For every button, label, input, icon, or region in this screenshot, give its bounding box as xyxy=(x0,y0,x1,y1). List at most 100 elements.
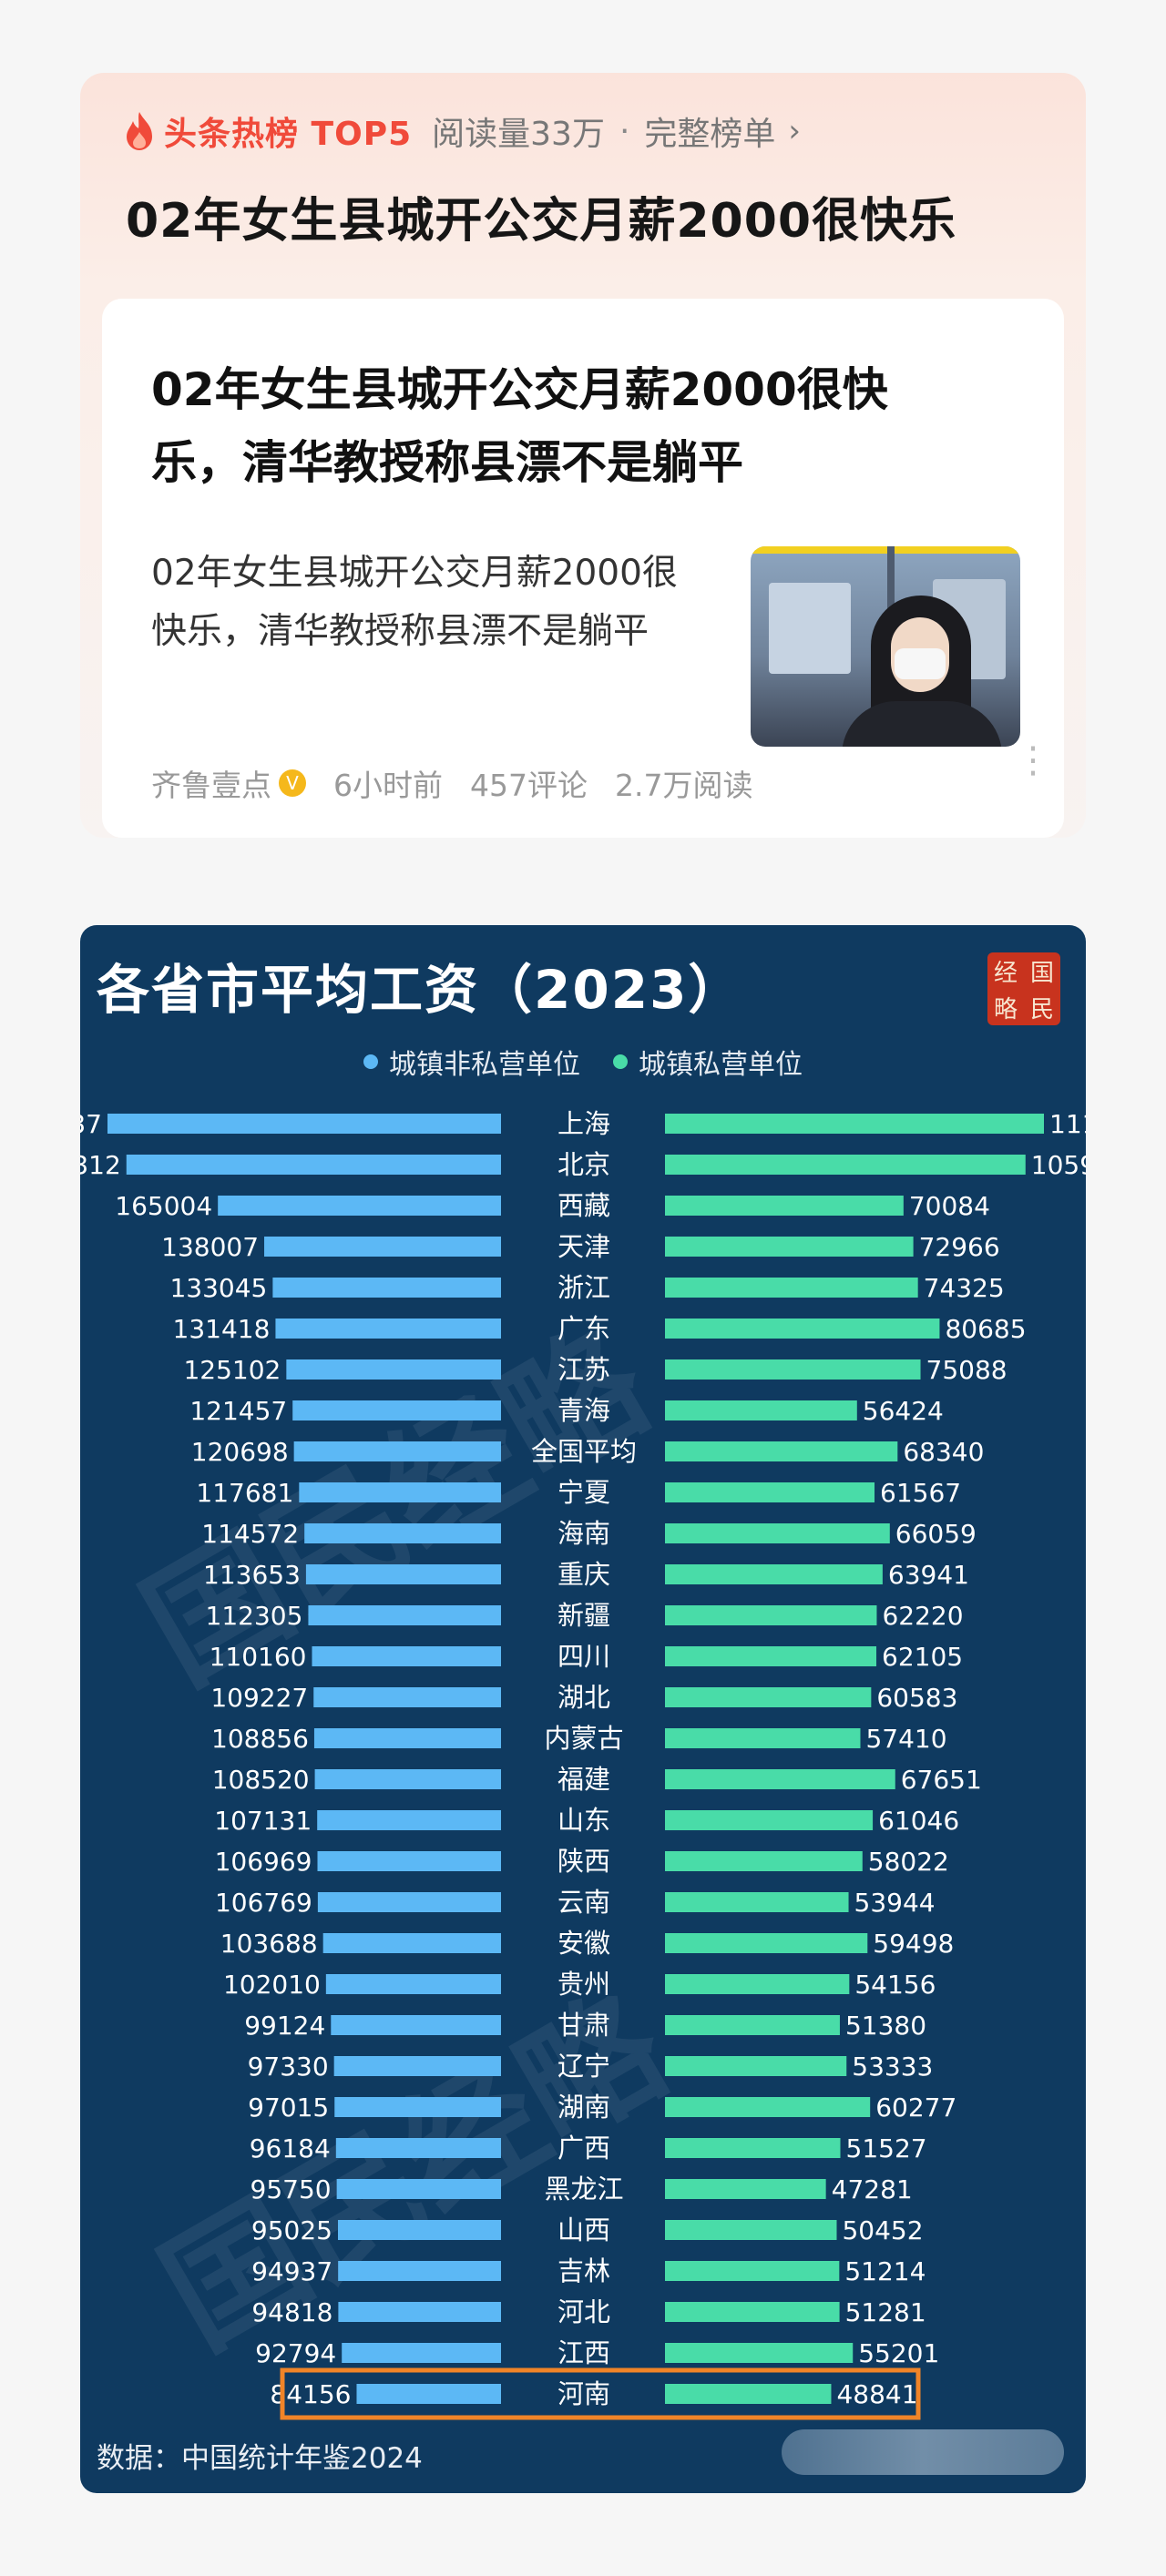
bar-private xyxy=(665,1933,868,1953)
highlight-box xyxy=(280,2367,921,2420)
bar-public xyxy=(293,1441,501,1461)
data-label-public: 95750 xyxy=(251,2174,332,2204)
category-label: 上海 xyxy=(557,1108,610,1139)
category-label: 云南 xyxy=(557,1887,610,1918)
category-label: 贵州 xyxy=(557,1969,610,2000)
separator-dot: · xyxy=(619,112,630,150)
bar-private xyxy=(665,1114,1044,1134)
data-label-private: 111347 xyxy=(1049,1109,1086,1139)
bar-private xyxy=(665,1237,914,1257)
hot-list-header: 头条热榜 TOP5 阅读量33万 · 完整榜单 › xyxy=(124,106,801,157)
category-label: 河北 xyxy=(557,2296,610,2327)
data-label-public: 120698 xyxy=(191,1437,289,1467)
data-label-public: 103688 xyxy=(220,1929,318,1959)
bar-private xyxy=(665,1769,895,1789)
bar-private xyxy=(665,2097,871,2117)
data-label-public: 218312 xyxy=(80,1150,121,1180)
category-label: 浙江 xyxy=(557,1272,610,1303)
bar-private xyxy=(665,2343,854,2363)
category-label: 辽宁 xyxy=(557,2051,610,2082)
chevron-right-icon[interactable]: › xyxy=(788,113,802,149)
bar-public xyxy=(313,1728,501,1748)
legend-label-public: 城镇非私营单位 xyxy=(389,1049,580,1081)
bar-private xyxy=(665,1646,877,1666)
hot-list-card[interactable]: 头条热榜 TOP5 阅读量33万 · 完整榜单 › 02年女生县城开公交月薪20… xyxy=(80,73,1086,838)
data-label-private: 50452 xyxy=(842,2215,923,2245)
data-label-private: 72966 xyxy=(919,1232,1000,1262)
comment-count: 457评论 xyxy=(470,768,588,803)
article-title[interactable]: 02年女生县城开公交月薪2000很快乐，清华教授称县漂不是躺平 xyxy=(151,363,888,489)
data-label-private: 47281 xyxy=(832,2174,913,2204)
seal-char: 民 xyxy=(1029,995,1054,1023)
article-time: 6小时前 xyxy=(333,768,443,803)
bar-private xyxy=(665,1523,890,1543)
data-label-public: 108856 xyxy=(211,1724,309,1754)
bar-private xyxy=(665,1810,874,1830)
bar-public xyxy=(292,1400,501,1420)
data-label-public: 165004 xyxy=(115,1191,212,1221)
data-label-private: 61046 xyxy=(878,1806,959,1836)
bar-public xyxy=(299,1482,501,1502)
bar-public xyxy=(338,2302,501,2322)
hot-topic-title[interactable]: 02年女生县城开公交月薪2000很快乐 xyxy=(126,194,957,249)
data-label-public: 109227 xyxy=(210,1683,308,1713)
bar-private xyxy=(665,1892,849,1912)
seal-char: 略 xyxy=(993,995,1018,1023)
bar-public xyxy=(317,1810,501,1830)
flame-icon xyxy=(127,112,152,150)
chart-title: 各省市平均工资（2023） xyxy=(97,959,743,1021)
bar-private xyxy=(665,1359,921,1380)
bar-public xyxy=(305,1564,501,1584)
article-thumbnail[interactable] xyxy=(751,546,1020,747)
data-label-public: 92794 xyxy=(255,2338,336,2368)
bar-public xyxy=(333,2056,501,2076)
hot-list-brand: 头条热榜 TOP5 xyxy=(164,116,413,153)
article-summary: 02年女生县城开公交月薪2000很快乐，清华教授称县漂不是躺平 xyxy=(151,553,678,652)
data-label-public: 96184 xyxy=(250,2133,331,2164)
category-label: 湖南 xyxy=(557,2092,610,2123)
category-label: 青海 xyxy=(557,1395,610,1426)
category-label: 安徽 xyxy=(557,1928,610,1959)
data-label-private: 55201 xyxy=(858,2338,939,2368)
bar-public xyxy=(317,1851,501,1871)
data-label-public: 108520 xyxy=(212,1765,310,1795)
bar-public xyxy=(308,1605,501,1625)
category-label: 河南 xyxy=(557,2378,610,2409)
data-label-public: 138007 xyxy=(161,1232,259,1262)
article-source[interactable]: 齐鲁壹点 xyxy=(151,768,271,803)
legend-dot-public xyxy=(363,1054,378,1069)
bar-private xyxy=(665,2261,840,2281)
data-label-private: 51281 xyxy=(845,2297,926,2327)
data-label-public: 121457 xyxy=(189,1396,287,1426)
bar-private xyxy=(665,1400,857,1420)
bar-public xyxy=(107,1114,501,1134)
seal-char: 经 xyxy=(993,959,1018,987)
article-card[interactable]: 02年女生县城开公交月薪2000很快乐，清华教授称县漂不是躺平 02年女生县城开… xyxy=(102,299,1064,838)
data-label-public: 95025 xyxy=(251,2215,332,2245)
category-label: 北京 xyxy=(557,1149,610,1180)
bar-private xyxy=(665,1155,1026,1175)
bar-public xyxy=(322,1933,501,1953)
data-label-public: 99124 xyxy=(244,2011,325,2041)
verified-icon: V xyxy=(279,769,306,797)
category-label: 陕西 xyxy=(557,1846,610,1877)
category-label: 江西 xyxy=(557,2337,610,2368)
category-label: 江苏 xyxy=(557,1354,610,1385)
data-label-private: 105931 xyxy=(1031,1150,1086,1180)
bar-private xyxy=(665,1482,875,1502)
more-options-icon[interactable]: ⋮ xyxy=(1015,739,1051,781)
data-label-private: 48841 xyxy=(836,2379,917,2409)
category-label: 全国平均 xyxy=(531,1436,637,1467)
bar-private xyxy=(665,2056,847,2076)
bar-public xyxy=(356,2384,501,2404)
data-label-public: 110160 xyxy=(210,1642,307,1672)
data-label-private: 60277 xyxy=(875,2092,956,2123)
category-label: 天津 xyxy=(557,1231,610,1262)
full-list-link[interactable]: 完整榜单 xyxy=(644,116,776,153)
bar-public xyxy=(336,2179,501,2199)
data-label-private: 58022 xyxy=(868,1847,949,1877)
bar-private xyxy=(665,1974,850,1994)
bar-public xyxy=(342,2343,501,2363)
data-label-private: 53944 xyxy=(854,1888,936,1918)
bar-public xyxy=(335,2138,501,2158)
